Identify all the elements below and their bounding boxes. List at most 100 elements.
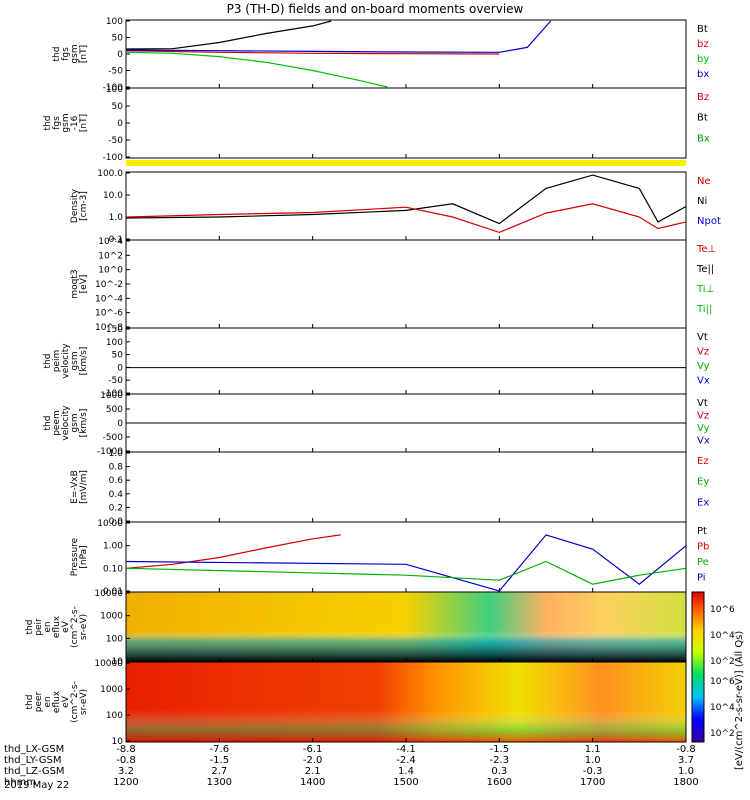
y-axis-label: E=-VxB xyxy=(70,470,80,504)
y-tick-label: 1.0 xyxy=(109,449,124,459)
y-axis-label: thd xyxy=(25,620,35,635)
y-tick-label: -50 xyxy=(108,136,123,146)
y-tick-label: 10^2 xyxy=(98,251,123,261)
x-row-label: hhmm xyxy=(4,777,36,788)
x-row-value: 1200 xyxy=(113,777,138,788)
x-row-label: thd_LX-GSM xyxy=(4,744,64,755)
y-axis-label: (cm^2-s- xyxy=(70,681,80,723)
panel-6: 1000 500 0 -500 -1000 thd peem velocity gsm [km/s… xyxy=(43,391,710,457)
x-row-value: 1400 xyxy=(300,777,325,788)
legend-entry: bx xyxy=(697,69,709,80)
legend-entry: Ne xyxy=(697,176,711,187)
x-row-value: -2.4 xyxy=(396,755,416,766)
legend-entry: Bt xyxy=(697,113,708,124)
series-bz xyxy=(125,50,500,55)
colorbar-scale xyxy=(691,591,705,743)
y-axis-label: fgs xyxy=(61,47,71,61)
x-row-value: -0.8 xyxy=(116,755,136,766)
y-axis-label: en xyxy=(43,621,53,632)
figure-title: P3 (TH-D) fields and on-board moments ov… xyxy=(227,2,524,16)
y-tick-label: 10000 xyxy=(94,589,123,599)
x-row-value: 1800 xyxy=(673,777,698,788)
legend-entry: Vt xyxy=(697,398,708,409)
y-tick-label: -500 xyxy=(103,433,124,443)
y-tick-label: 1.0 xyxy=(109,213,124,223)
y-axis-label: [nT] xyxy=(79,45,89,63)
y-axis-label: peim xyxy=(52,350,62,373)
y-axis-label: eV xyxy=(61,695,71,708)
legend-entry: Ti|| xyxy=(696,304,712,315)
y-tick-label: 10^-2 xyxy=(95,280,123,290)
y-tick-label: 1000 xyxy=(100,391,123,401)
y-tick-label: 10000 xyxy=(94,659,123,669)
panel-4: 10^4 10^2 10^0 10^-2 10^-4 10^-6 10^-8 moqt3 [eV… xyxy=(70,237,716,333)
legend-entry: Pe xyxy=(697,557,709,568)
x-row-label: thd_LY-GSM xyxy=(4,755,61,766)
x-row-value: 2.1 xyxy=(305,766,321,777)
panel-3: 100.0 10.0 1.0 0.1 Density [cm-3] Ne Ni Npot xyxy=(70,169,721,245)
y-tick-label: 500 xyxy=(106,405,123,415)
x-row-value: 1.0 xyxy=(585,755,601,766)
x-row-value: 3.2 xyxy=(118,766,134,777)
panel-9: 10000 1000 100 10 thd peir en eflux eV (cm^2-s-sr… xyxy=(25,589,687,667)
y-tick-label: 1000 xyxy=(100,612,123,622)
x-row-value: 1700 xyxy=(580,777,605,788)
y-axis-label: thd xyxy=(25,695,35,710)
legend-entry: Vt xyxy=(697,332,708,343)
panel-5: 150 100 50 0 -50 -100 thd peim velocity gsm [km/s]… xyxy=(43,325,710,399)
y-tick-label: 0.6 xyxy=(109,476,124,486)
y-tick-label: 0.2 xyxy=(109,503,123,513)
x-row-value: -7.6 xyxy=(210,744,230,755)
y-tick-label: 100.0 xyxy=(97,169,123,179)
legend-entry: Te⊥ xyxy=(696,244,716,255)
legend-entry: Vx xyxy=(697,436,710,447)
series-by xyxy=(125,51,388,88)
legend-entry: Vy xyxy=(697,423,710,434)
y-axis-label: gsm xyxy=(70,351,80,370)
y-axis-label: velocity xyxy=(61,343,71,379)
x-row-value: -8.8 xyxy=(116,744,136,755)
y-tick-label: -100 xyxy=(103,389,124,399)
legend-entry: Bt xyxy=(697,24,708,35)
y-axis-label: peer xyxy=(34,691,44,712)
x-row-value: -2.3 xyxy=(490,755,510,766)
legend-entry: Pt xyxy=(697,526,707,537)
footer-date: 2019 May 22 xyxy=(4,780,69,791)
y-tick-label: -1000 xyxy=(97,447,123,457)
y-axis-label: [nPa] xyxy=(79,545,89,568)
panel-8: 10.00 1.00 0.10 0.01 Pressure [nPa] Pt Pb Pe Pi xyxy=(70,519,709,597)
y-axis-label: fgs xyxy=(52,116,62,130)
x-row-value: 2.7 xyxy=(211,766,227,777)
colorbar-tick-0: 10^6 xyxy=(710,605,735,615)
x-row-value: -0.8 xyxy=(676,744,696,755)
y-tick-label: 50 xyxy=(112,34,124,44)
colorbar-tick-2: 10^2 xyxy=(710,657,735,667)
y-axis-label: [cm-3] xyxy=(79,191,89,221)
y-axis-label: Pressure xyxy=(70,537,80,576)
x-row-value: 1600 xyxy=(487,777,512,788)
x-row-value: 1300 xyxy=(207,777,232,788)
legend-entry: Ti⊥ xyxy=(696,284,714,295)
colorbar-tick-1b: 10^4 xyxy=(710,703,735,713)
legend-entry: Vy xyxy=(697,361,710,372)
y-tick-label: 10^0 xyxy=(98,266,123,276)
legend-entry: Vx xyxy=(697,376,710,387)
y-axis-label: thd xyxy=(43,116,53,131)
x-row-value: 1500 xyxy=(393,777,418,788)
y-axis-label: en xyxy=(43,696,53,707)
legend-entry: Pi xyxy=(697,573,706,584)
y-tick-label: 0.0 xyxy=(109,517,124,527)
y-tick-label: -100 xyxy=(103,153,124,163)
y-tick-label: 100 xyxy=(106,711,123,721)
y-tick-label: 100 xyxy=(106,634,123,644)
panel-frame xyxy=(125,327,687,395)
y-axis-label: eV xyxy=(61,620,71,633)
y-axis-label: moqt3 xyxy=(70,269,80,298)
y-tick-label: 0 xyxy=(117,419,123,429)
series-Pi xyxy=(125,534,687,592)
x-row-value: -0.3 xyxy=(583,766,603,777)
y-tick-label: 100 xyxy=(106,338,123,348)
y-tick-label: 10^4 xyxy=(98,237,123,247)
y-tick-label: 0.8 xyxy=(109,463,124,473)
